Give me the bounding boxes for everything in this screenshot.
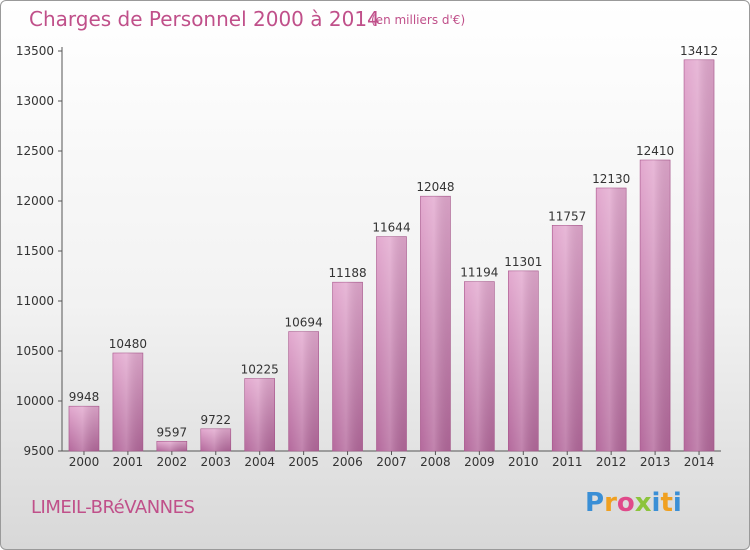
bar-highlight [332, 282, 363, 451]
data-label: 11757 [548, 209, 586, 223]
data-label: 12410 [636, 144, 674, 158]
bar-highlight [244, 378, 275, 451]
axes: 9500 10000 10500 11000 11500 12000 12500 13000 1… [16, 44, 721, 469]
y-tick-label: 11000 [16, 294, 54, 308]
x-tick-label: 2010 [508, 455, 539, 469]
y-tick-label: 13000 [16, 94, 54, 108]
data-label: 10694 [285, 316, 323, 330]
bar-highlight [640, 160, 671, 451]
x-tick-label: 2009 [464, 455, 495, 469]
data-labels: 9948 10480 9597 9722 10225 10694 11188 11644 120… [69, 44, 718, 439]
bar-highlight [156, 441, 187, 451]
data-label: 12130 [592, 172, 630, 186]
data-label: 9597 [157, 425, 188, 439]
data-label: 9722 [200, 413, 231, 427]
brand-letter: i [672, 488, 682, 518]
y-tick-label: 13500 [16, 44, 54, 58]
data-label: 10225 [241, 363, 279, 377]
bar-highlight [464, 281, 495, 451]
x-tick-label: 2012 [596, 455, 627, 469]
x-tick-label: 2000 [69, 455, 100, 469]
data-label: 11194 [460, 266, 498, 280]
x-tick-label: 2003 [200, 455, 231, 469]
brand-letter: i [651, 488, 661, 518]
x-tick-label: 2014 [684, 455, 715, 469]
bar-highlight [112, 353, 143, 451]
data-label: 11301 [504, 255, 542, 269]
chart-unit-note: (en milliers d'€) [371, 13, 466, 27]
brand-letter: t [660, 488, 673, 518]
data-label: 9948 [69, 390, 100, 404]
bar-highlight [684, 59, 715, 452]
commune-name: LIMEIL-BRéVANNES [31, 497, 195, 518]
x-tick-label: 2006 [332, 455, 363, 469]
bar-highlight [288, 331, 319, 451]
data-label: 10480 [109, 337, 147, 351]
brand-letter: P [585, 488, 605, 518]
x-tick-label: 2007 [376, 455, 407, 469]
y-tick-label: 12000 [16, 194, 54, 208]
bar-highlight [200, 428, 231, 451]
bar-highlight [596, 188, 627, 451]
bar-highlight [68, 406, 99, 451]
brand-letter: r [604, 488, 617, 518]
x-tick-label: 2001 [113, 455, 144, 469]
x-tick-label: 2013 [640, 455, 671, 469]
bar-highlight [508, 270, 539, 451]
y-tick-label: 10500 [16, 344, 54, 358]
bar-highlight [376, 236, 407, 451]
data-label: 13412 [680, 44, 718, 58]
y-tick-label: 10000 [16, 394, 54, 408]
y-tick-label: 11500 [16, 244, 54, 258]
brand-letter: o [616, 488, 635, 518]
x-tick-label: 2004 [244, 455, 275, 469]
x-tick-label: 2008 [420, 455, 451, 469]
data-label: 11188 [328, 266, 366, 280]
brand-logo[interactable]: Proxiti [585, 488, 682, 518]
bar-highlight [552, 225, 583, 451]
x-tick-label: 2002 [157, 455, 188, 469]
data-label: 11644 [372, 221, 410, 235]
y-tick-label: 9500 [23, 444, 54, 458]
x-tick-label: 2011 [552, 455, 583, 469]
chart-title: Charges de Personnel 2000 à 2014 [29, 7, 380, 31]
brand-letter: x [634, 488, 652, 518]
bars [68, 59, 715, 452]
x-tick-label: 2005 [288, 455, 319, 469]
y-tick-label: 12500 [16, 144, 54, 158]
bar-highlight [420, 196, 451, 451]
data-label: 12048 [416, 180, 454, 194]
